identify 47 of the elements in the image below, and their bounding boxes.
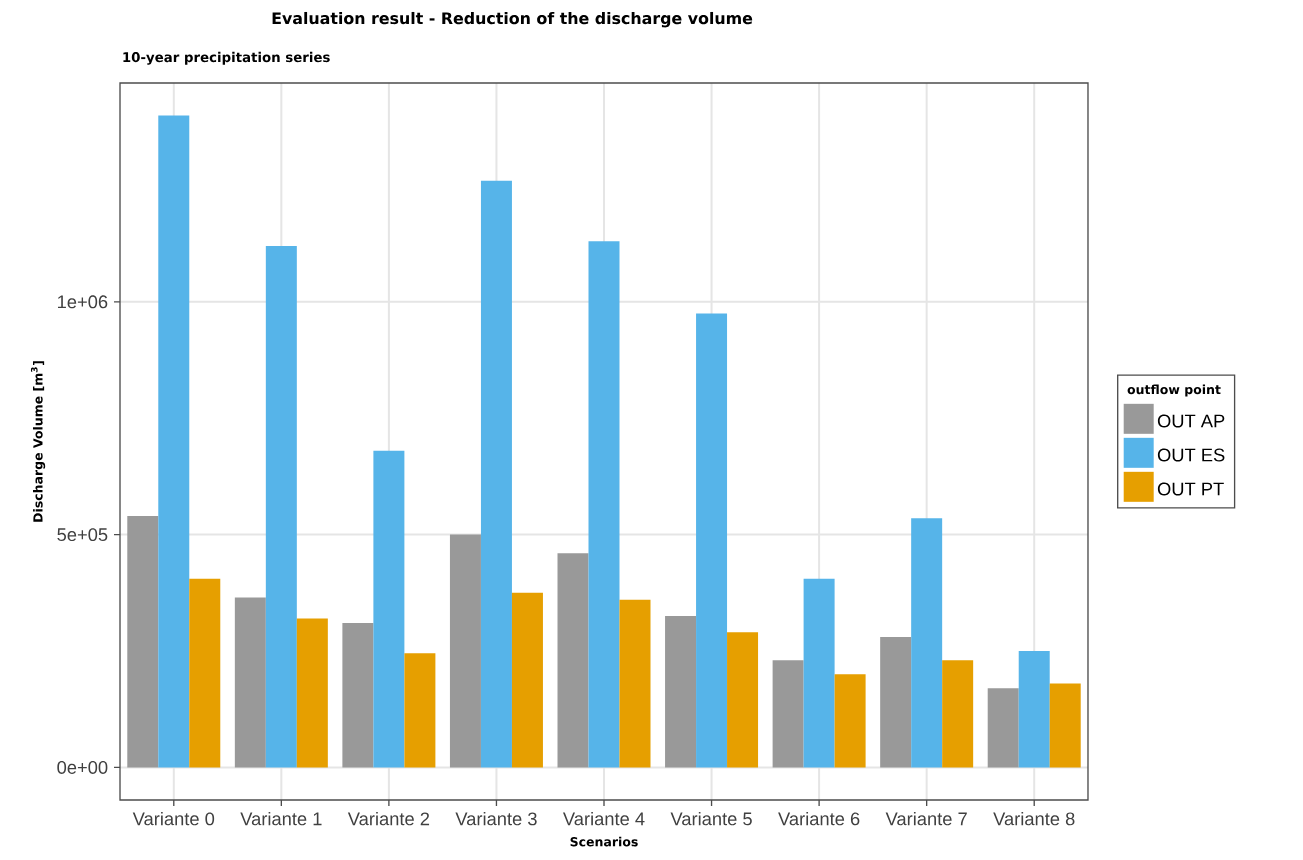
- bar: [158, 115, 190, 768]
- bar: [557, 553, 589, 768]
- bar: [772, 660, 804, 768]
- chart-subtitle: 10-year precipitation series: [123, 51, 330, 65]
- bar: [127, 515, 159, 768]
- bar: [727, 632, 759, 768]
- bar: [696, 313, 728, 768]
- bar: [665, 616, 697, 768]
- bar: [911, 518, 943, 768]
- x-tick-label: Variante 0: [132, 811, 215, 826]
- bar: [834, 674, 866, 768]
- x-tick-label: Variante 7: [885, 811, 967, 826]
- legend-label: OUT AP: [1157, 414, 1225, 428]
- bar: [342, 623, 374, 768]
- y-tick-label: 0e+00: [57, 760, 108, 774]
- bar: [987, 688, 1019, 768]
- bar: [511, 592, 543, 768]
- bar: [404, 653, 436, 768]
- bar: [803, 578, 835, 768]
- x-tick-label: Variante 2: [347, 811, 430, 826]
- bar: [588, 241, 620, 768]
- bar: [234, 597, 266, 768]
- x-axis-title: Scenarios: [570, 836, 638, 847]
- x-tick-label: Variante 8: [993, 811, 1075, 826]
- bar: [619, 599, 651, 768]
- bar: [880, 637, 912, 768]
- legend-title: outflow point: [1127, 384, 1221, 397]
- bar: [449, 534, 481, 768]
- bar: [373, 450, 405, 768]
- legend-label: OUT PT: [1157, 482, 1224, 496]
- bar: [265, 245, 297, 768]
- bar: [189, 578, 221, 768]
- bar: [480, 180, 512, 768]
- x-tick-label: Variante 4: [562, 811, 645, 826]
- x-tick-label: Variante 5: [670, 811, 752, 826]
- x-tick-label: Variante 1: [240, 811, 322, 826]
- bar: [942, 660, 974, 768]
- bar: [296, 618, 328, 768]
- y-axis-title: Discharge Volume [m$^{3}$]: [30, 361, 46, 522]
- x-tick-label: Variante 6: [778, 811, 860, 826]
- bar: [1049, 683, 1081, 768]
- y-tick-label: 1e+06: [58, 295, 108, 309]
- legend-label: OUT ES: [1157, 448, 1225, 462]
- y-tick-label: 5e+05: [57, 528, 108, 542]
- x-tick-label: Variante 3: [455, 811, 537, 826]
- chart-title: Evaluation result - Reduction of the discharge volume: [272, 11, 753, 28]
- bar: [1018, 651, 1050, 768]
